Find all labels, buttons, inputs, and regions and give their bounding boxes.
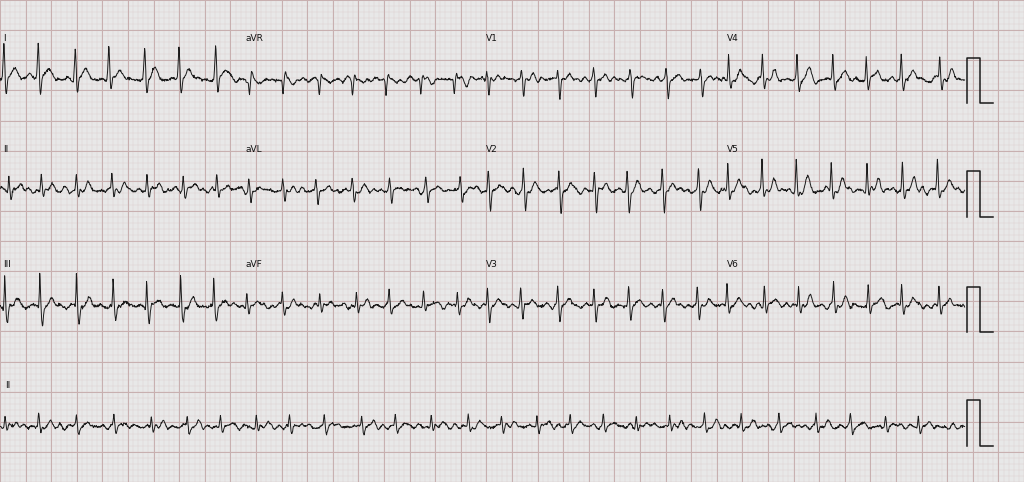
Text: V6: V6 xyxy=(727,260,739,269)
Text: II: II xyxy=(5,381,10,390)
Text: aVL: aVL xyxy=(246,145,262,154)
Text: aVR: aVR xyxy=(246,34,263,43)
Text: V1: V1 xyxy=(486,34,499,43)
Text: II: II xyxy=(3,145,8,154)
Text: aVF: aVF xyxy=(246,260,262,269)
Text: V3: V3 xyxy=(486,260,499,269)
Text: V5: V5 xyxy=(727,145,739,154)
Text: I: I xyxy=(3,34,6,43)
Text: V4: V4 xyxy=(727,34,738,43)
Text: V2: V2 xyxy=(486,145,498,154)
Text: III: III xyxy=(3,260,11,269)
